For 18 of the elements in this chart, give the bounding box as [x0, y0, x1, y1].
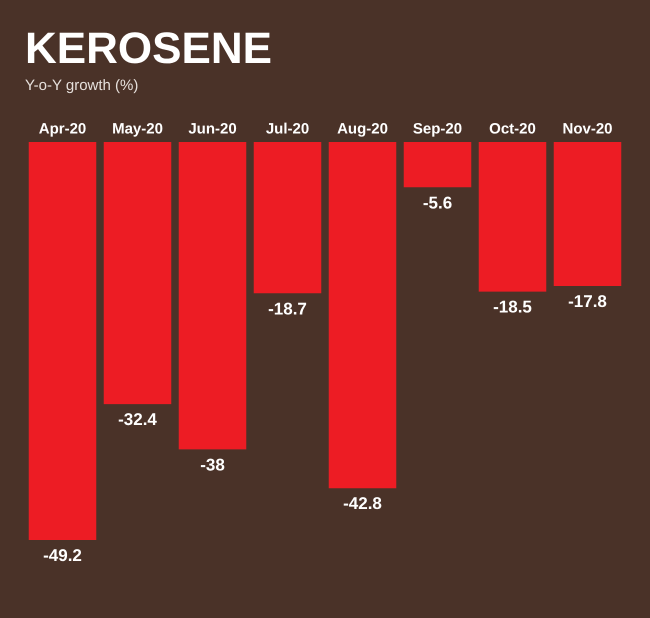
x-tick-label: Apr-20: [38, 120, 86, 138]
x-tick-label: Nov-20: [562, 120, 613, 138]
chart-title: KEROSENE: [25, 24, 272, 73]
data-label: -38: [200, 455, 225, 474]
data-label: -17.8: [568, 292, 607, 311]
x-tick-label: Sep-20: [412, 120, 462, 138]
data-label: -5.6: [422, 193, 452, 212]
x-tick-label: Aug-20: [337, 120, 388, 138]
x-tick-label: May-20: [112, 120, 163, 138]
data-label: -42.8: [343, 494, 382, 514]
chart-subtitle: Y-o-Y growth (%): [25, 77, 138, 94]
data-label: -49.2: [43, 546, 82, 565]
data-label: -18.7: [268, 299, 307, 318]
x-tick-label: Oct-20: [489, 120, 536, 138]
x-tick-label: Jun-20: [188, 120, 237, 138]
x-tick-label: Jul-20: [266, 120, 310, 138]
data-label: -18.5: [493, 298, 532, 317]
data-label: -32.4: [118, 410, 158, 430]
